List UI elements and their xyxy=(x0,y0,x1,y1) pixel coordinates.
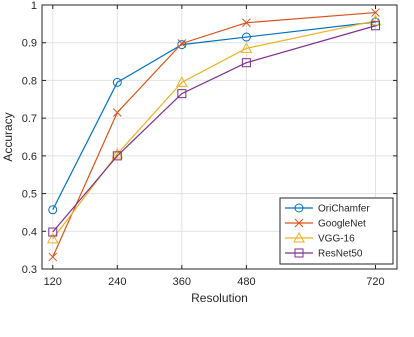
y-tick-label: 0.9 xyxy=(22,38,37,50)
data-point xyxy=(112,77,122,87)
data-point xyxy=(371,8,380,17)
series-layer xyxy=(46,8,382,262)
plot-frame xyxy=(41,4,398,270)
series-resnet50 xyxy=(48,21,380,237)
data-point xyxy=(242,18,251,28)
legend-marker xyxy=(294,248,304,258)
legend-marker xyxy=(294,218,304,228)
series-line xyxy=(52,21,376,211)
legend-marker xyxy=(293,231,305,243)
y-tick-label: 0.4 xyxy=(22,226,37,238)
legend-marker xyxy=(294,203,304,213)
legend: OriChamfer GoogleNet VGG-16 ResNet50 xyxy=(279,197,394,265)
data-point xyxy=(369,14,382,26)
data-point xyxy=(241,58,251,68)
x-tick-label: 240 xyxy=(108,276,126,288)
data-point xyxy=(48,227,58,237)
x-tick-label: 720 xyxy=(366,276,384,288)
data-point xyxy=(177,39,187,48)
legend-label: VGG-16 xyxy=(318,234,355,245)
y-tick-label: 0.6 xyxy=(22,151,37,163)
series-orichamfer xyxy=(48,17,380,215)
y-tick-label: 1 xyxy=(31,0,37,12)
series-googlenet xyxy=(48,8,380,262)
legend-label: ResNet50 xyxy=(318,249,363,260)
legend-item: VGG-16 xyxy=(285,231,355,245)
x-tick-label: 480 xyxy=(237,276,255,288)
axes: 0.3 0.4 0.5 0.6 0.7 0.8 0.9 1 120 240 360 480 720 xyxy=(22,0,398,288)
data-point xyxy=(177,40,187,50)
data-point xyxy=(241,32,251,42)
legend-item: ResNet50 xyxy=(285,248,363,260)
data-point xyxy=(175,76,188,87)
data-point xyxy=(46,232,59,244)
series-vgg-16 xyxy=(46,14,382,244)
y-tick-label: 0.7 xyxy=(22,113,37,125)
legend-item: OriChamfer xyxy=(285,203,370,215)
x-tick-label: 120 xyxy=(44,276,62,288)
data-point xyxy=(48,205,58,215)
legend-label: GoogleNet xyxy=(318,219,366,230)
y-tick-label: 0.5 xyxy=(22,189,37,201)
x-axis-label: Resolution xyxy=(191,291,248,305)
data-point xyxy=(112,108,122,117)
data-point xyxy=(370,21,380,31)
series-line xyxy=(52,25,376,233)
y-tick-label: 0.8 xyxy=(22,75,37,87)
y-axis-label: Accuracy xyxy=(1,112,15,161)
data-point xyxy=(48,252,58,262)
data-point xyxy=(177,89,187,99)
legend-item: GoogleNet xyxy=(285,219,366,230)
series-line xyxy=(52,20,376,240)
data-point xyxy=(112,151,122,161)
data-point xyxy=(240,42,253,53)
x-tick-label: 360 xyxy=(173,276,191,288)
y-tick-label: 0.3 xyxy=(22,264,37,276)
legend-label: OriChamfer xyxy=(318,204,370,215)
